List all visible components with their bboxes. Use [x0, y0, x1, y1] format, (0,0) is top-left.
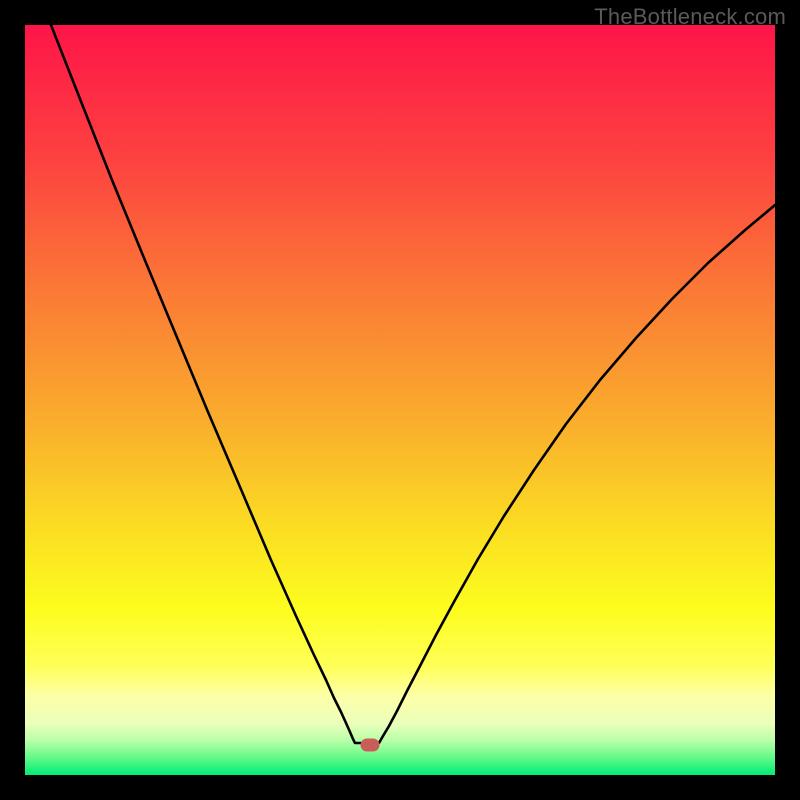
bottleneck-chart [0, 0, 800, 800]
chart-container: TheBottleneck.com [0, 0, 800, 800]
gradient-background [25, 25, 775, 775]
optimum-marker [361, 739, 379, 751]
